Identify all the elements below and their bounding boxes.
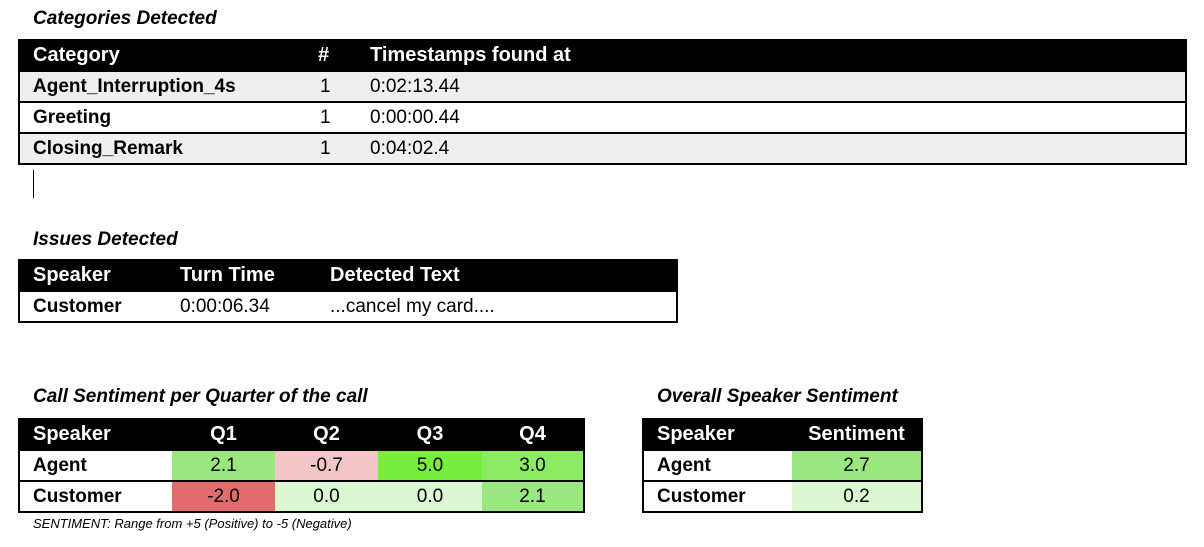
category-timestamps: 0:00:00.44 <box>358 101 1186 133</box>
sentiment-cell: 2.1 <box>482 480 584 512</box>
overall-sentiment-title: Overall Speaker Sentiment <box>657 386 898 407</box>
table-row: Agent 2.1 -0.7 5.0 3.0 <box>19 449 584 481</box>
issue-speaker: Customer <box>19 290 167 322</box>
issues-table: Speaker Turn Time Detected Text Customer… <box>18 259 678 323</box>
category-count: 1 <box>310 101 358 133</box>
overall-sentiment-table: Speaker Sentiment Agent 2.7 Customer 0.2 <box>642 418 923 513</box>
sentiment-cell: 2.1 <box>172 449 275 481</box>
quarter-sentiment-table: Speaker Q1 Q2 Q3 Q4 Agent 2.1 -0.7 5.0 3… <box>18 418 585 513</box>
category-name: Agent_Interruption_4s <box>19 70 310 102</box>
sentiment-cell: 0.0 <box>378 480 482 512</box>
category-count: 1 <box>310 132 358 164</box>
col-header-q1: Q1 <box>172 419 275 450</box>
table-row: Agent 2.7 <box>643 449 922 481</box>
col-header-speaker: Speaker <box>643 419 792 450</box>
sentiment-cell: 0.0 <box>275 480 378 512</box>
sentiment-cell: 5.0 <box>378 449 482 481</box>
table-row: Customer -2.0 0.0 0.0 2.1 <box>19 480 584 512</box>
col-header-q3: Q3 <box>378 419 482 450</box>
category-count: 1 <box>310 70 358 102</box>
category-timestamps: 0:02:13.44 <box>358 70 1186 102</box>
issues-title: Issues Detected <box>33 229 178 250</box>
table-row: Closing_Remark 1 0:04:02.4 <box>19 132 1186 164</box>
sentiment-speaker: Customer <box>19 480 172 512</box>
header-row: Speaker Sentiment <box>643 419 922 450</box>
sentiment-range-note: SENTIMENT: Range from +5 (Positive) to -… <box>33 516 352 531</box>
col-header-sentiment: Sentiment <box>792 419 922 450</box>
table-row: Customer 0.2 <box>643 480 922 512</box>
table-row: Agent_Interruption_4s 1 0:02:13.44 <box>19 70 1186 102</box>
header-row: Speaker Q1 Q2 Q3 Q4 <box>19 419 584 450</box>
sentiment-cell: -0.7 <box>275 449 378 481</box>
col-header-detected-text: Detected Text <box>317 260 677 291</box>
category-name: Closing_Remark <box>19 132 310 164</box>
col-header-speaker: Speaker <box>19 419 172 450</box>
categories-table: Category # Timestamps found at Agent_Int… <box>18 39 1187 165</box>
col-header-count: # <box>310 40 358 71</box>
overall-sentiment-cell: 2.7 <box>792 449 922 481</box>
header-row: Category # Timestamps found at <box>19 40 1186 71</box>
col-header-turn-time: Turn Time <box>167 260 317 291</box>
table-row: Customer 0:00:06.34 ...cancel my card...… <box>19 290 677 322</box>
quarter-sentiment-title: Call Sentiment per Quarter of the call <box>33 386 368 407</box>
col-header-q2: Q2 <box>275 419 378 450</box>
overall-speaker: Agent <box>643 449 792 481</box>
table-row: Greeting 1 0:00:00.44 <box>19 101 1186 133</box>
category-timestamps: 0:04:02.4 <box>358 132 1186 164</box>
sentiment-cell: 3.0 <box>482 449 584 481</box>
col-header-speaker: Speaker <box>19 260 167 291</box>
col-header-timestamps: Timestamps found at <box>358 40 1186 71</box>
sentiment-cell: -2.0 <box>172 480 275 512</box>
col-header-category: Category <box>19 40 310 71</box>
categories-title: Categories Detected <box>33 8 217 29</box>
sentiment-speaker: Agent <box>19 449 172 481</box>
header-row: Speaker Turn Time Detected Text <box>19 260 677 291</box>
text-cursor <box>33 170 34 198</box>
category-name: Greeting <box>19 101 310 133</box>
overall-speaker: Customer <box>643 480 792 512</box>
issue-turn-time: 0:00:06.34 <box>167 290 317 322</box>
col-header-q4: Q4 <box>482 419 584 450</box>
issue-detected-text: ...cancel my card.... <box>317 290 677 322</box>
overall-sentiment-cell: 0.2 <box>792 480 922 512</box>
